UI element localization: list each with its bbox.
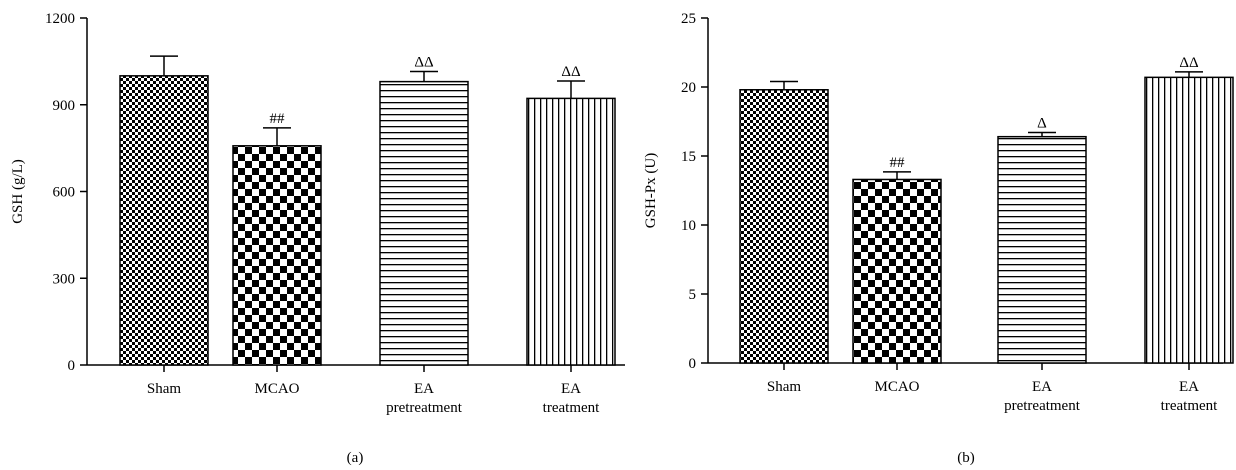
bar	[232, 145, 322, 366]
x-tick-label: Sham	[767, 379, 802, 395]
bar	[1144, 76, 1234, 364]
x-tick-label: treatment	[543, 400, 600, 416]
x-tick-label: EA	[1032, 379, 1052, 395]
y-tick-label: 15	[681, 149, 696, 165]
y-tick-label: 900	[53, 98, 76, 114]
bar	[997, 135, 1087, 364]
x-tick-label: MCAO	[254, 381, 299, 397]
bar	[739, 89, 829, 364]
y-tick-label: 10	[681, 218, 696, 234]
y-axis-title: GSH-Px (U)	[643, 153, 659, 228]
x-tick-label: EA	[561, 381, 581, 397]
x-tick-label: MCAO	[874, 379, 919, 395]
y-tick-label: 0	[689, 356, 697, 372]
significance-annotation: ##	[890, 155, 906, 171]
y-tick-label: 0	[68, 358, 76, 374]
significance-annotation: ΔΔ	[414, 54, 434, 70]
panel-label: (a)	[347, 450, 364, 466]
x-tick-label: EA	[1179, 379, 1199, 395]
y-tick-label: 600	[53, 185, 76, 201]
panel-label: (b)	[957, 450, 975, 466]
y-tick-label: 5	[689, 287, 697, 303]
x-tick-label: treatment	[1161, 398, 1218, 414]
x-tick-label: pretreatment	[386, 400, 463, 416]
significance-annotation: ##	[270, 111, 286, 127]
y-tick-label: 300	[53, 271, 76, 287]
bar	[119, 75, 209, 366]
y-tick-label: 1200	[45, 11, 75, 27]
significance-annotation: Δ	[1037, 116, 1047, 132]
bar	[852, 178, 942, 364]
bar	[526, 97, 616, 366]
y-axis-title: GSH (g/L)	[10, 159, 26, 224]
x-tick-label: Sham	[147, 381, 182, 397]
y-tick-label: 25	[681, 11, 696, 27]
panel-b: 0 5 10 15 20 25 GSH-Px (U) Sham ## MCAO Δ EA pretrea…	[643, 11, 1234, 466]
x-tick-label: pretreatment	[1004, 398, 1081, 414]
panel-a: 0 300 600 900 1200 GSH (g/L) Sham ## MCAO ΔΔ EA pre…	[10, 11, 625, 466]
y-tick-label: 20	[681, 80, 696, 96]
significance-annotation: ΔΔ	[561, 64, 581, 80]
significance-annotation: ΔΔ	[1179, 55, 1199, 71]
bar	[379, 80, 469, 366]
x-tick-label: EA	[414, 381, 434, 397]
